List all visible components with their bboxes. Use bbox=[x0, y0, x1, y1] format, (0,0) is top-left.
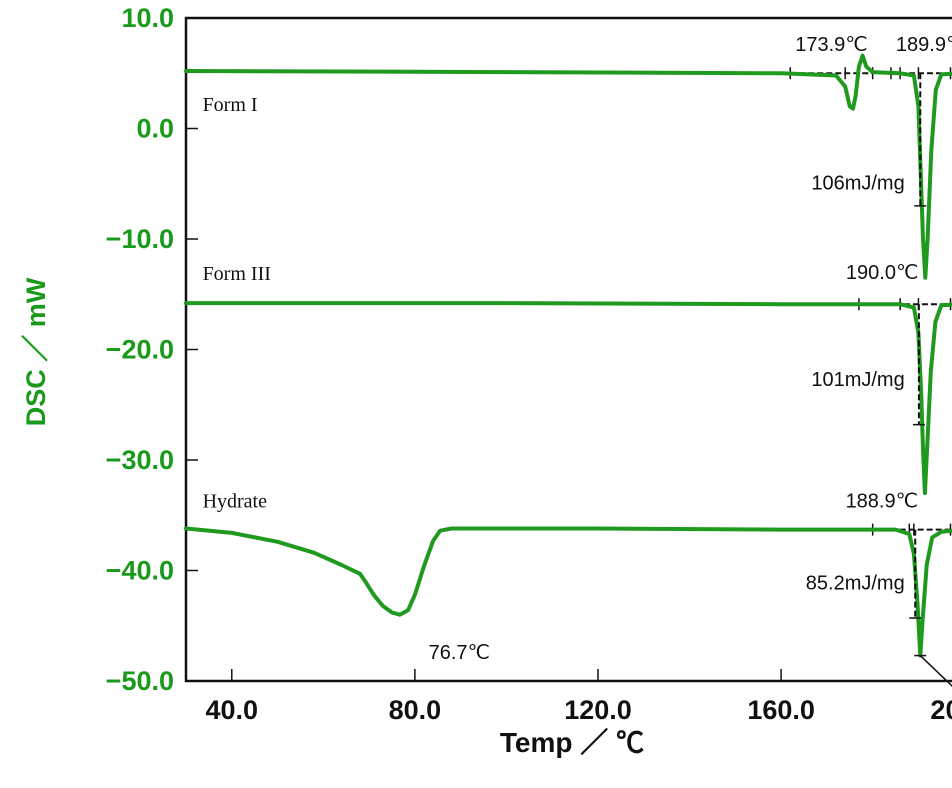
curve-label: Form III bbox=[203, 263, 271, 285]
x-tick-label: 120.0 bbox=[564, 695, 632, 725]
curve-labels: Form I Form III Hydrate bbox=[203, 94, 271, 513]
annotation-label: 188.9℃ bbox=[846, 491, 919, 513]
y-tick-label: −10.0 bbox=[106, 224, 174, 254]
peak-leader-line bbox=[919, 655, 952, 687]
series-line bbox=[184, 301, 952, 496]
x-tick-label: 80.0 bbox=[389, 695, 442, 725]
annotations: 173.9℃ 189.9℃ 106mJ/mg 190.0℃ 101mJ/mg 188.9℃… bbox=[429, 34, 952, 664]
annotation-label: 189.9℃ bbox=[896, 34, 952, 56]
y-tick-label: −50.0 bbox=[106, 666, 174, 696]
annotation-label: 76.7℃ bbox=[429, 642, 490, 664]
x-tick-label: 160.0 bbox=[747, 695, 815, 725]
annotation-label: 106mJ/mg bbox=[811, 172, 904, 194]
x-tick-label: 40.0 bbox=[205, 695, 258, 725]
series-line bbox=[184, 53, 952, 280]
y-tick-label: −30.0 bbox=[106, 445, 174, 475]
x-tick-label: 200.0 bbox=[930, 695, 952, 725]
y-tick-label: 0.0 bbox=[136, 114, 174, 144]
y-axis-ticks: 10.0 0.0 −10.0 −20.0 −30.0 −40.0 −50.0 bbox=[106, 3, 198, 696]
annotation-label: 173.9℃ bbox=[795, 34, 868, 56]
annotation-label: 190.0℃ bbox=[846, 262, 919, 284]
series-line bbox=[184, 526, 952, 658]
curve-label: Hydrate bbox=[203, 491, 268, 513]
y-tick-label: −20.0 bbox=[106, 335, 174, 365]
dsc-curves bbox=[184, 53, 952, 658]
annotation-label: 101mJ/mg bbox=[811, 369, 904, 391]
annotation-label: 85.2mJ/mg bbox=[806, 572, 905, 594]
integral-lines bbox=[909, 73, 952, 687]
x-axis-ticks: 40.0 80.0 120.0 160.0 200.0 bbox=[205, 669, 952, 725]
y-axis-title: DSC ／ mW bbox=[21, 277, 51, 426]
curve-label: Form I bbox=[203, 94, 258, 116]
x-axis-title: Temp ／ ℃ bbox=[500, 727, 644, 758]
y-tick-label: 10.0 bbox=[121, 3, 174, 33]
y-tick-label: −40.0 bbox=[106, 556, 174, 586]
